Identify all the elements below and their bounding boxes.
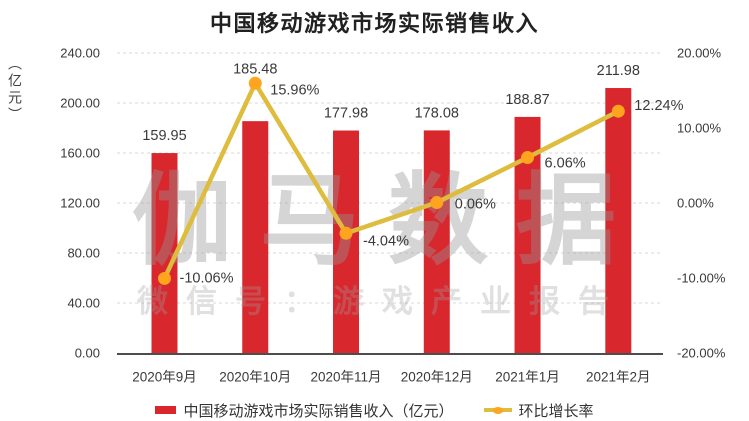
revenue-bar [333, 130, 360, 354]
left-axis-tick-label: 120.00 [60, 196, 100, 211]
revenue-legend-swatch [155, 406, 177, 414]
x-axis-label: 2021年1月 [495, 370, 560, 385]
left-axis-tick-label: 200.00 [60, 96, 100, 111]
right-axis-tick-label: 0.00% [677, 196, 714, 211]
x-axis-label: 2020年9月 [132, 370, 197, 385]
growth-value-label: 6.06% [545, 156, 586, 172]
left-axis-tick-label: 0.00 [75, 346, 100, 361]
legend-item-revenue: 中国移动游戏市场实际销售收入（亿元） [155, 400, 454, 421]
right-axis-tick-label: -20.00% [677, 346, 726, 361]
watermark-text: 伽马数据 [132, 165, 644, 277]
bar-value-label: 159.95 [142, 128, 186, 144]
revenue-legend-label: 中国移动游戏市场实际销售收入（亿元） [183, 402, 454, 420]
revenue-bar [605, 88, 632, 355]
right-axis-tick-label: -10.00% [677, 271, 726, 286]
chart-title: 中国移动游戏市场实际销售收入 [209, 11, 539, 36]
bar-value-label: 177.98 [324, 106, 368, 122]
growth-line [162, 81, 621, 281]
x-axis-label: 2020年11月 [310, 370, 381, 385]
growth-marker [521, 151, 535, 165]
growth-legend-marker-icon [492, 406, 503, 414]
bar-value-label: 178.08 [415, 105, 459, 121]
right-axis-tick-label: 10.00% [677, 121, 722, 136]
growth-value-label: 15.96% [270, 82, 319, 98]
growth-marker [611, 104, 625, 118]
growth-marker [339, 226, 353, 240]
left-axis-tick-label: 40.00 [67, 296, 100, 311]
growth-marker [158, 271, 171, 285]
x-axis-label: 2021年2月 [586, 370, 651, 385]
bar-value-label: 188.87 [505, 92, 549, 108]
bar-value-label: 211.98 [597, 63, 640, 79]
watermark-subtext: 微信号：游戏产业报告 [136, 284, 627, 319]
left-axis-tick-label: 80.00 [67, 246, 100, 261]
x-axis-label: 2020年12月 [401, 370, 473, 385]
revenue-bar [151, 153, 178, 354]
revenue-bar [423, 130, 450, 354]
growth-value-label: -4.04% [363, 233, 409, 249]
left-axis-tick-label: 160.00 [60, 146, 100, 161]
legend: 中国移动游戏市场实际销售收入（亿元） 环比增长率 [0, 400, 749, 420]
growth-value-label: -10.06% [180, 270, 234, 286]
growth-legend-label: 环比增长率 [518, 402, 594, 420]
x-axis-label: 2020年10月 [219, 370, 291, 385]
growth-marker [430, 196, 444, 210]
legend-item-growth: 环比增长率 [483, 400, 594, 421]
right-axis-tick-label: 20.00% [677, 46, 722, 61]
growth-marker [248, 76, 262, 90]
growth-value-label: 12.24% [634, 98, 683, 114]
revenue-bar [242, 121, 269, 355]
left-axis-tick-label: 240.00 [60, 46, 100, 61]
left-axis-unit-label: （亿元） [7, 56, 23, 124]
bar-value-label: 185.48 [233, 61, 277, 77]
growth-value-label: 0.06% [455, 197, 496, 213]
growth-legend-swatch [483, 406, 512, 414]
